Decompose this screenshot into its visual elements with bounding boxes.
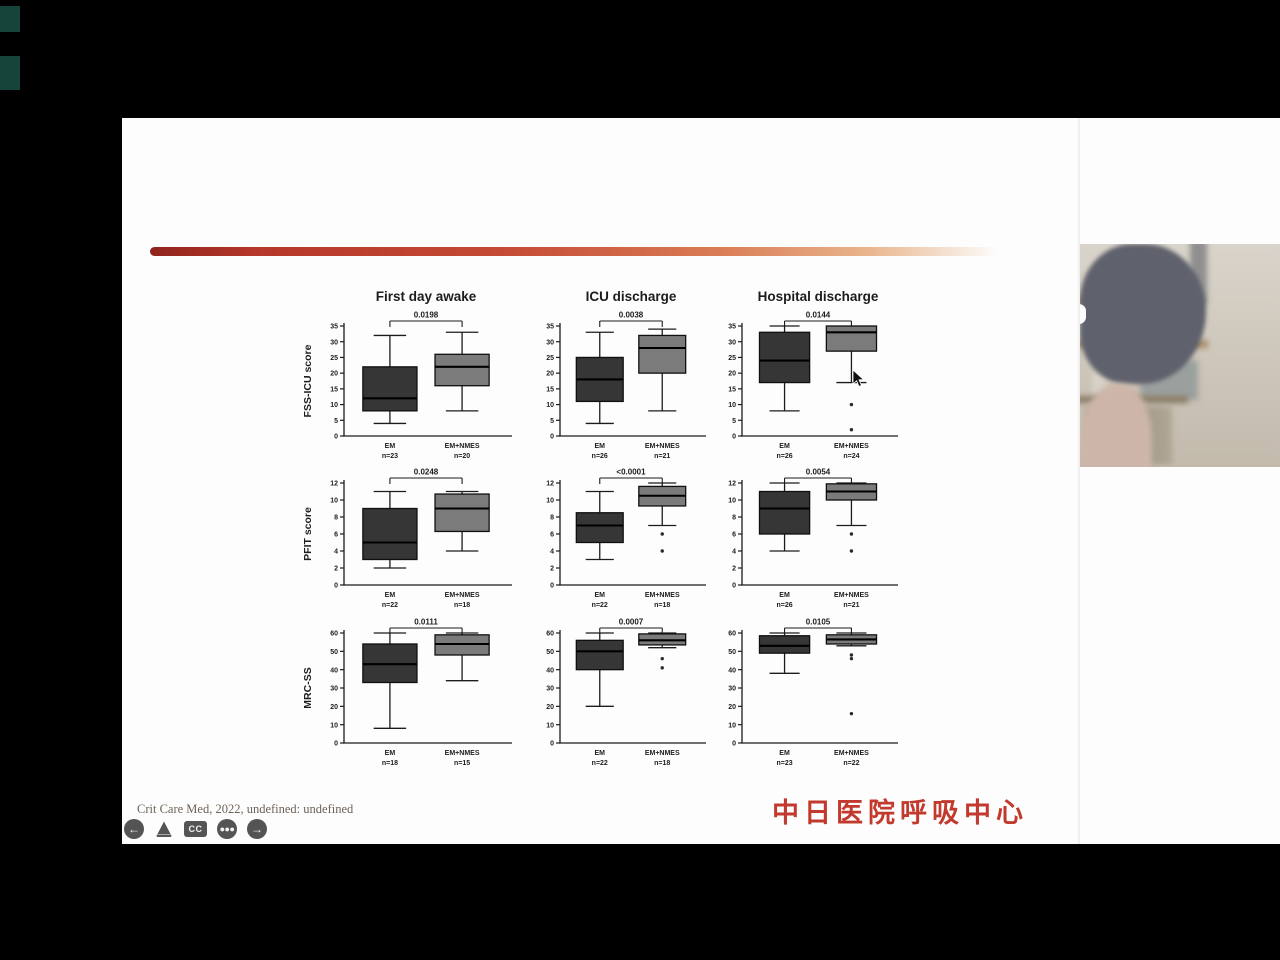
webcam-left-notch [1080, 304, 1086, 324]
shared-screen [122, 118, 1280, 844]
forward-arrow-icon: → [251, 822, 263, 836]
presenter-face [1080, 384, 1152, 467]
player-toolbar: ← CC ●●● → [124, 818, 267, 840]
ellipsis-icon: ●●● [219, 823, 235, 834]
video-artifact [0, 6, 20, 32]
mouse-cursor [852, 369, 866, 389]
webcam-overlay [1080, 244, 1280, 467]
captions-button[interactable]: CC [184, 821, 207, 837]
slide-accent-line [150, 247, 1025, 256]
presenter-hair [1080, 244, 1206, 384]
pointer-cone-icon [156, 821, 172, 837]
captions-icon: CC [188, 823, 203, 834]
more-options-button[interactable]: ●●● [217, 819, 237, 839]
pointer-button[interactable] [154, 819, 174, 839]
video-artifact [0, 56, 20, 90]
forward-button[interactable]: → [247, 819, 267, 839]
back-button[interactable]: ← [124, 819, 144, 839]
slide-edge [1078, 118, 1080, 844]
back-arrow-icon: ← [128, 822, 140, 836]
citation-text: Crit Care Med, 2022, undefined: undefine… [137, 802, 354, 816]
hospital-logo-text: 中日医院呼吸中心 [772, 798, 1028, 829]
